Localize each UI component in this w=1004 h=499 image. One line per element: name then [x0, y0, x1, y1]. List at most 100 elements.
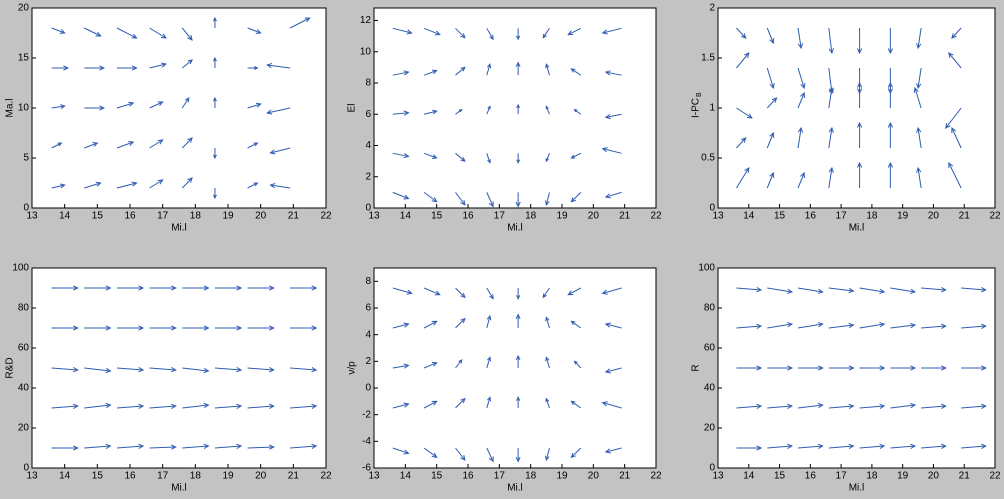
y-tick-label: 1	[709, 103, 715, 114]
arrow	[797, 322, 824, 329]
arrow	[182, 367, 210, 374]
x-tick-label: 16	[124, 211, 136, 222]
arrow	[859, 443, 886, 449]
arrow	[247, 142, 259, 149]
arrow	[116, 141, 135, 149]
arrow	[797, 402, 824, 409]
arrow	[149, 444, 177, 450]
arrow	[181, 97, 190, 109]
x-tick-label: 14	[743, 471, 755, 482]
arrow	[890, 443, 917, 449]
arrow	[545, 316, 550, 329]
arrow	[516, 28, 521, 41]
arrow	[116, 285, 145, 291]
x-tick-label: 20	[928, 471, 940, 482]
arrow	[247, 66, 259, 70]
x-tick-label: 22	[320, 471, 332, 482]
arrow	[455, 317, 466, 329]
y-tick-label: 0	[23, 463, 29, 474]
arrow	[766, 67, 775, 90]
arrow	[247, 285, 275, 291]
y-tick-label: 8	[365, 276, 371, 287]
arrow	[798, 365, 824, 371]
arrow	[392, 110, 410, 116]
arrow	[516, 396, 521, 408]
x-tick-label: 15	[774, 211, 786, 222]
x-tick-label: 20	[928, 211, 940, 222]
arrow	[84, 367, 112, 374]
arrow	[767, 322, 794, 329]
arrow	[515, 448, 521, 463]
arrow	[961, 287, 987, 293]
x-tick-label: 21	[288, 211, 300, 222]
arrow	[601, 27, 622, 35]
arrow	[921, 443, 947, 449]
arrow	[149, 403, 177, 409]
arrow	[247, 325, 275, 331]
arrow	[116, 65, 138, 71]
x-tick-label: 18	[525, 471, 537, 482]
arrow	[913, 86, 922, 109]
y-axis-label: ν/p	[347, 361, 358, 375]
arrow	[424, 109, 438, 115]
arrow	[214, 325, 243, 331]
y-tick-label: 6	[365, 303, 371, 314]
arrow	[916, 67, 922, 90]
arrow	[961, 443, 987, 449]
arrow	[51, 65, 70, 71]
x-tick-label: 16	[805, 211, 817, 222]
arrow	[828, 166, 834, 189]
y-axis-label: R&D	[5, 357, 16, 378]
arrow	[181, 27, 193, 41]
arrow	[604, 191, 622, 199]
x-tick-label: 14	[59, 471, 71, 482]
arrow	[736, 287, 763, 293]
y-tick-label: 5	[23, 153, 29, 164]
arrow	[766, 131, 775, 149]
arrow	[515, 192, 521, 208]
arrow	[486, 192, 494, 208]
y-tick-label: 60	[704, 343, 716, 354]
arrow	[516, 288, 521, 300]
arrow	[797, 27, 804, 50]
arrow	[828, 27, 834, 55]
arrow	[486, 314, 492, 329]
x-tick-label: 15	[92, 211, 104, 222]
arrow	[486, 287, 494, 300]
y-tick-label: 10	[360, 46, 372, 57]
arrow	[116, 403, 145, 409]
x-tick-label: 17	[157, 471, 169, 482]
arrow	[945, 107, 962, 129]
arrow	[84, 402, 112, 409]
x-tick-label: 17	[494, 211, 506, 222]
x-tick-label: 22	[989, 471, 1001, 482]
y-tick-label: 0	[709, 463, 715, 474]
y-tick-label: 0	[23, 203, 29, 214]
x-tick-label: 16	[462, 211, 474, 222]
arrow	[797, 67, 806, 90]
arrow	[486, 396, 492, 409]
arrow	[149, 27, 167, 39]
arrow	[182, 402, 210, 409]
arrow	[247, 27, 262, 34]
arrow	[961, 365, 987, 371]
arrow	[290, 285, 318, 291]
arrow	[736, 137, 747, 149]
arrow	[544, 192, 550, 206]
arrow	[486, 63, 492, 76]
x-tick-label: 15	[431, 211, 443, 222]
arrow	[951, 126, 962, 149]
arrow	[84, 65, 106, 71]
axes-frame	[373, 7, 657, 209]
arrow	[212, 16, 217, 28]
y-tick-label: 12	[360, 15, 372, 26]
arrow	[116, 367, 145, 373]
arrow	[887, 28, 893, 55]
arrow	[423, 191, 438, 203]
arrow	[828, 322, 855, 329]
arrow	[604, 113, 622, 120]
x-tick-label: 13	[368, 211, 380, 222]
arrow	[601, 401, 622, 409]
x-tick-label: 13	[26, 471, 38, 482]
